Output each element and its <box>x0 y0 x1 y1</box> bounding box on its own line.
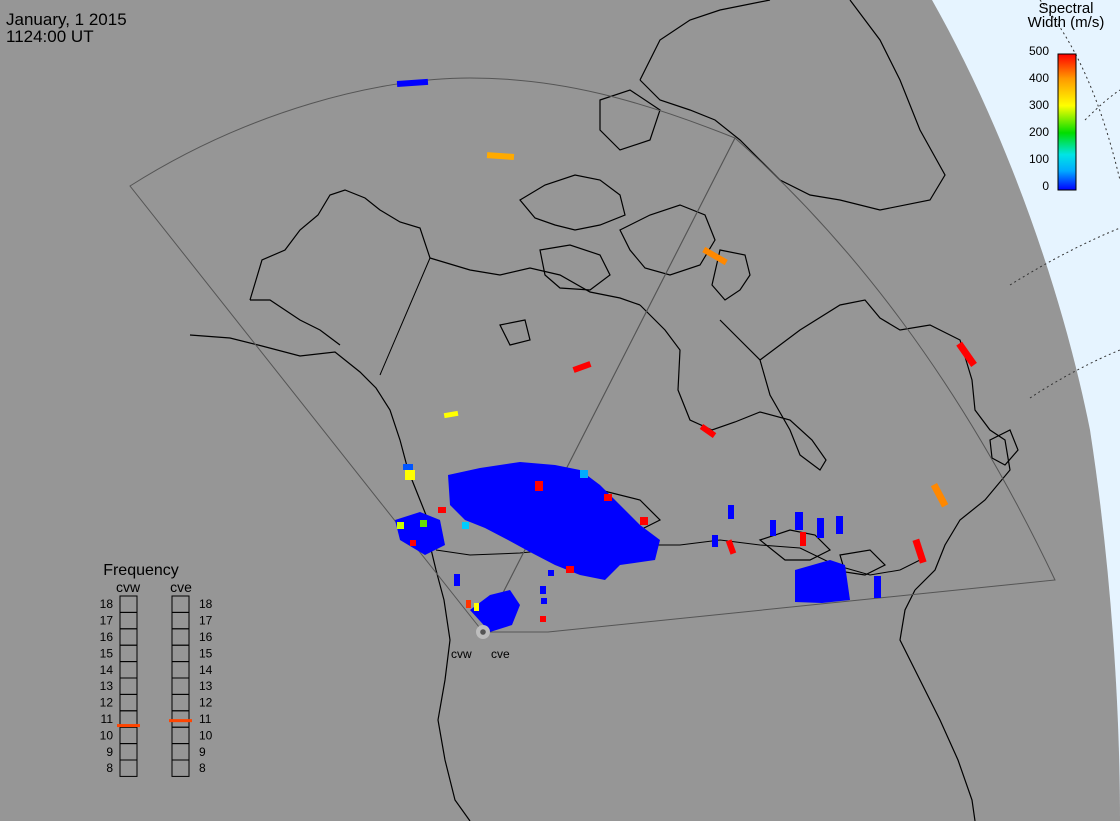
frequency-scale-labels: 18 17 16 15 14 13 12 11 10 9 8 18 17 16 15 14 13 12 11 10 9 8 <box>100 597 213 775</box>
frequency-scale-label: 11 <box>199 712 212 726</box>
colorbar-tick-0: 0 <box>1042 179 1049 193</box>
cell-blue-3 <box>817 518 824 538</box>
frequency-scale-label: 10 <box>199 728 213 742</box>
frequency-boxes <box>119 595 190 777</box>
cell-red-12 <box>535 481 543 491</box>
fov-cve <box>482 137 1056 633</box>
cell-cyan-13 <box>580 470 588 478</box>
site-marker <box>480 629 486 635</box>
backscatter-main <box>448 462 660 580</box>
cell-blue-22 <box>540 586 546 594</box>
grid-dotted-lines <box>1009 0 1120 399</box>
frequency-scale-label: 12 <box>100 696 114 710</box>
coastlines <box>189 0 1019 821</box>
cell-green-17 <box>420 520 427 527</box>
cell-blue-6 <box>728 505 734 519</box>
cell-red-26 <box>466 600 471 608</box>
frequency-scale-label: 18 <box>100 597 114 611</box>
cell-blue-5 <box>874 576 881 598</box>
cell-red-8 <box>800 532 806 546</box>
frequency-scale-label: 10 <box>100 728 114 742</box>
cell-red-19 <box>438 507 446 513</box>
frequency-marker-cve <box>169 719 192 723</box>
frequency-scale-label: 17 <box>199 614 213 628</box>
frequency-panel: Frequency cvw cve 1817161514131211109818… <box>100 562 213 777</box>
cell-red-24 <box>540 616 546 622</box>
frequency-scale-label: 8 <box>106 761 113 775</box>
radar-backscatter <box>395 78 977 632</box>
cell-blue-top <box>396 78 429 88</box>
frequency-title: Frequency <box>103 562 179 579</box>
frequency-scale-label: 15 <box>199 646 213 660</box>
frequency-scale-label: 13 <box>199 679 213 693</box>
frequency-scale-label: 14 <box>100 663 114 677</box>
frequency-scale-label: 16 <box>199 630 213 644</box>
frequency-scale-label: 14 <box>199 663 213 677</box>
frequency-scale-label: 18 <box>199 597 213 611</box>
cell-yellow-16 <box>397 522 404 529</box>
cell-red-mid <box>572 361 592 373</box>
frequency-scale-label: 16 <box>100 630 114 644</box>
frequency-scale-label: 9 <box>106 745 113 759</box>
cell-blue-4 <box>836 516 843 534</box>
cell-red-10 <box>604 494 612 501</box>
colorbar-tick-400: 400 <box>1029 71 1049 85</box>
station-label-cve: cve <box>491 647 510 661</box>
cell-blue-1 <box>770 520 776 536</box>
frequency-scale-label: 15 <box>100 646 114 660</box>
cell-blue-21 <box>454 574 460 586</box>
cell-red-labrador <box>956 341 977 367</box>
time-label: 1124:00 UT <box>6 27 94 46</box>
cell-red-ontario <box>725 539 737 555</box>
frequency-markers <box>117 719 192 728</box>
cell-red-maine <box>912 538 927 564</box>
frequency-scale-label: 17 <box>100 614 114 628</box>
date-label: January, 1 2015 <box>6 10 127 29</box>
frequency-scale-label: 11 <box>101 712 114 726</box>
frequency-radar-cvw: cvw <box>116 579 141 595</box>
frequency-scale-label: 8 <box>199 761 206 775</box>
cell-blue-7 <box>712 535 718 547</box>
colorbar-gradient <box>1057 53 1077 191</box>
colorbar-tick-500: 500 <box>1029 44 1049 58</box>
colorbar-legend: Spectral Width (m/s) 500 400 300 200 100… <box>1028 0 1105 193</box>
frequency-scale-label: 9 <box>199 745 206 759</box>
colorbar-tick-100: 100 <box>1029 152 1049 166</box>
fov-cvw <box>129 77 736 633</box>
cell-orange-north <box>486 152 515 160</box>
station-label-cvw: cvw <box>451 647 472 661</box>
cell-blue-2 <box>795 512 803 530</box>
frequency-scale-label: 13 <box>100 679 114 693</box>
cell-orange-quebec <box>930 482 949 508</box>
backscatter-west <box>395 512 445 555</box>
cell-yellow-25 <box>474 603 479 611</box>
cell-red-18 <box>410 540 416 546</box>
backscatter-near <box>470 590 520 632</box>
radar-site <box>476 625 490 639</box>
cell-yellow-mid <box>443 410 459 419</box>
cell-blue-15 <box>403 464 413 470</box>
cell-blue-27 <box>548 570 554 576</box>
colorbar-title-line2: Width (m/s) <box>1028 14 1105 31</box>
frequency-cell-cve-8 <box>171 759 190 777</box>
cell-red-9 <box>640 517 648 525</box>
cell-orange-baffin <box>702 246 728 266</box>
frequency-radar-cve: cve <box>170 579 192 595</box>
radar-fov <box>129 77 1056 633</box>
cell-yellow-14 <box>405 470 415 480</box>
frequency-cell-cvw-8 <box>119 759 138 777</box>
backscatter-east <box>795 560 850 603</box>
colorbar-title-line1: Spectral <box>1038 0 1093 17</box>
frequency-scale-label: 12 <box>199 696 213 710</box>
colorbar-tick-200: 200 <box>1029 125 1049 139</box>
cell-cyan-20 <box>462 522 469 529</box>
cell-red-11 <box>566 566 574 573</box>
cell-blue-23 <box>541 598 547 604</box>
frequency-marker-cvw <box>117 724 140 728</box>
colorbar-tick-300: 300 <box>1029 98 1049 112</box>
cell-red-hudson <box>699 423 717 439</box>
